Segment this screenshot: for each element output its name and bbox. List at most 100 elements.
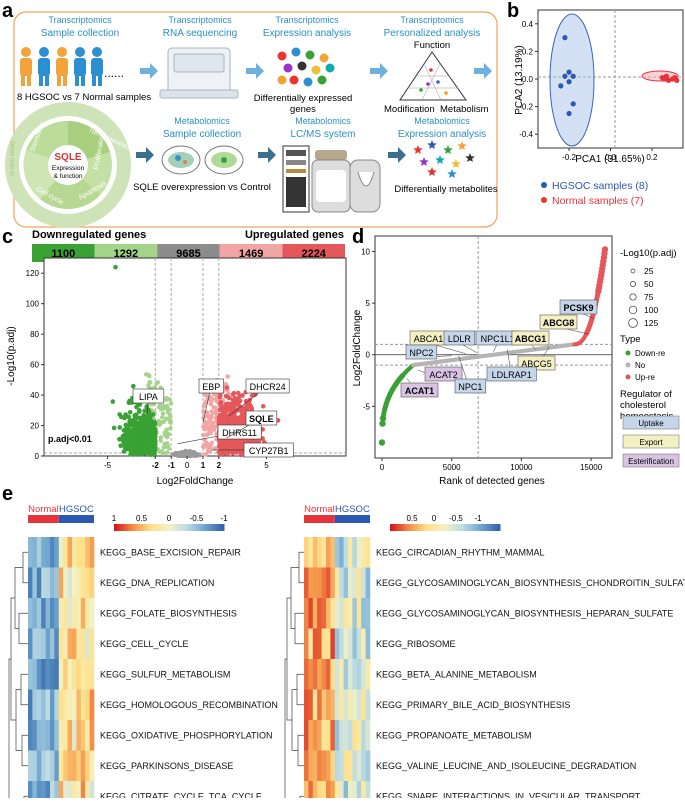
volcano-point [140, 421, 145, 426]
y-tick-label: 20 [30, 422, 39, 431]
x-tick-label: -2 [152, 461, 160, 470]
heat-cell [313, 659, 318, 690]
heat-cell [28, 690, 33, 721]
step-category: Transcriptomics [275, 15, 339, 25]
heat-cell [352, 690, 357, 721]
volcano-point [219, 400, 224, 405]
heat-cell [308, 659, 313, 690]
heat-cell [63, 568, 68, 599]
volcano-point [123, 428, 128, 433]
heat-cell [63, 598, 68, 629]
heat-cell [326, 537, 331, 568]
volcano-point [160, 404, 164, 408]
gene-dot [292, 48, 301, 57]
heat-cell [335, 781, 340, 798]
volcano-point [137, 408, 142, 413]
heat-cell [339, 659, 344, 690]
deg-text: Differentially expressed [254, 93, 353, 104]
heat-cell [41, 720, 46, 751]
volcano-point [165, 450, 169, 454]
type-legend-label: Up-re [635, 373, 656, 382]
heat-cell [50, 629, 55, 660]
y-tick-label: 10 [361, 247, 370, 256]
pca-point [566, 111, 571, 116]
kegg-term: KEGG_PROPANOATE_METABOLISM [376, 730, 532, 740]
heat-cell [28, 629, 33, 660]
heat-cell [85, 690, 90, 721]
volcano-point [194, 452, 198, 456]
heat-cell [37, 690, 42, 721]
heat-cell [46, 629, 51, 660]
step-category: Metabolomics [414, 116, 470, 126]
heat-cell [357, 659, 362, 690]
heat-cell [37, 598, 42, 629]
x-tick-label: 5000 [443, 463, 461, 472]
heat-cell [32, 659, 37, 690]
y-tick-label: 80 [30, 330, 39, 339]
volcano-point [124, 423, 129, 428]
deg-text-2: genes [290, 104, 316, 115]
heat-cell [344, 537, 349, 568]
volcano-point [160, 415, 164, 419]
pca-point [558, 83, 563, 88]
heat-cell [317, 720, 322, 751]
heat-cell [366, 598, 371, 629]
heat-cell [68, 751, 73, 782]
volcano-point [128, 410, 133, 415]
heat-cell [322, 537, 327, 568]
heat-cell [54, 629, 59, 660]
gene-label: DHCR24 [250, 382, 286, 392]
heat-cell [28, 537, 33, 568]
wheel-center-sqle: SQLE [54, 152, 82, 163]
heat-cell [81, 537, 86, 568]
heat-cell [72, 781, 77, 798]
gene-dot [312, 66, 321, 75]
heat-cell [317, 781, 322, 798]
upregulated-header: Upregulated genes [245, 229, 344, 241]
heat-cell [344, 629, 349, 660]
heat-cell [352, 659, 357, 690]
heat-cell [313, 781, 318, 798]
heat-cell [313, 690, 318, 721]
regulator-label: Esterification [628, 457, 674, 466]
heat-cell [59, 690, 64, 721]
volcano-point [136, 430, 141, 435]
heat-cell [308, 751, 313, 782]
volcano-point [176, 452, 180, 456]
dendro-branch [299, 552, 304, 583]
heat-cell [326, 598, 331, 629]
heat-cell [335, 659, 340, 690]
heat-cell [68, 781, 73, 798]
volcano-point [180, 450, 184, 454]
volcano-point [152, 440, 157, 445]
gene-dot [284, 64, 293, 73]
heat-cell [85, 598, 90, 629]
gene-label: LDLRAP1 [492, 370, 532, 380]
heat-cell [352, 568, 357, 599]
heat-cell [32, 781, 37, 798]
rank-xlabel: Rank of detected genes [439, 476, 545, 487]
size-legend-label: 50 [644, 279, 654, 289]
volcano-point [201, 444, 205, 448]
x-tick-label: 0.2 [646, 153, 658, 162]
volcano-point [164, 398, 168, 402]
kegg-term: KEGG_GLYCOSAMINOGLYCAN_BIOSYNTHESIS_HEPA… [376, 608, 673, 618]
dendro-branch [295, 613, 304, 644]
heat-cell [313, 751, 318, 782]
y-tick-label: 0 [35, 452, 40, 461]
kegg-term: KEGG_CIRCADIAN_RHYTHM_MAMMAL [376, 547, 545, 557]
heat-cell [85, 720, 90, 751]
type-legend-marker [626, 351, 631, 356]
heat-cell [76, 659, 81, 690]
size-legend-title: -Log10(p.adj) [620, 248, 677, 259]
heat-cell [317, 629, 322, 660]
heat-cell [335, 751, 340, 782]
volcano-ylabel: -Log10(p.adj) [6, 326, 17, 385]
heat-cell [348, 659, 353, 690]
volcano-point [161, 451, 165, 455]
heat-cell [317, 751, 322, 782]
heat-cell [63, 720, 68, 751]
x-tick-label: -1 [168, 461, 176, 470]
heat-cell [76, 629, 81, 660]
